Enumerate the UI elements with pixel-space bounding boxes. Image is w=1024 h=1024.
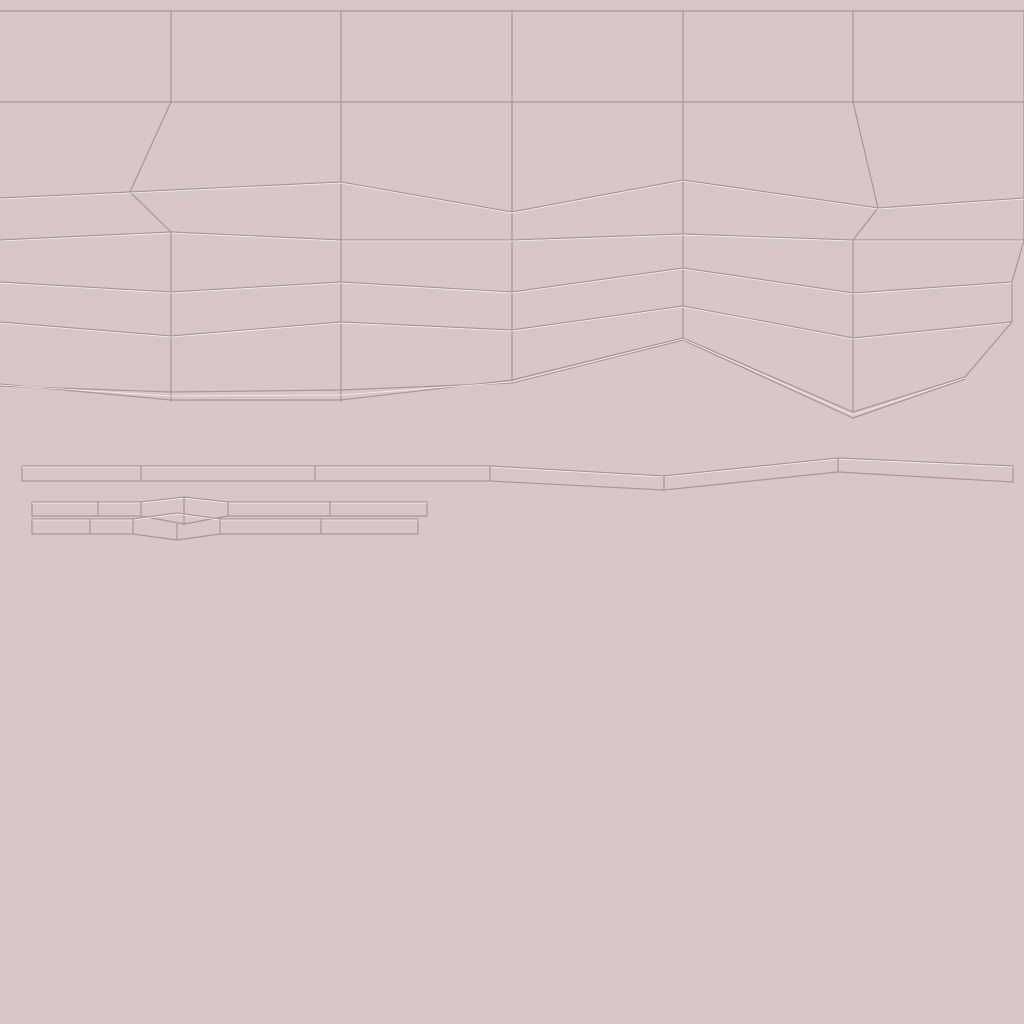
uv-island-long-strip (21, 457, 1014, 491)
uv-edge (0, 305, 1013, 339)
uv-edge-highlight (0, 338, 966, 416)
uv-edge (21, 457, 1014, 491)
uv-island-small-strip-top (31, 496, 428, 525)
uv-island-small-strip-bottom (31, 512, 419, 541)
uv-edge (0, 339, 966, 419)
uv-edge (0, 321, 1013, 413)
uv-edge (0, 179, 1024, 213)
uv-edge-highlight (0, 180, 1024, 214)
uv-edge (31, 512, 419, 541)
uv-edge-highlight (0, 268, 1013, 295)
uv-edge-highlight (0, 306, 1013, 340)
uv-edge (0, 267, 1013, 294)
uv-island-main-panel-grid (0, 10, 1024, 419)
uv-edge-highlight (32, 513, 418, 521)
uv-edge (31, 496, 428, 525)
